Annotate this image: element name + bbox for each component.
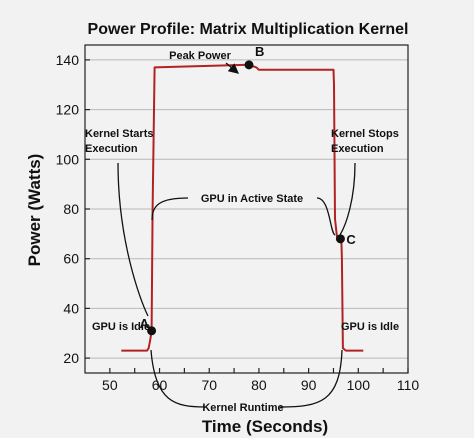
kernel-starts-annotation-line2: Execution bbox=[85, 143, 138, 155]
grid-lines bbox=[85, 59, 408, 359]
chart-title: Power Profile: Matrix Multiplication Ker… bbox=[88, 21, 409, 38]
peak-power-pointer bbox=[225, 62, 239, 74]
kernel-starts-pointer bbox=[117, 162, 149, 317]
power-series-line bbox=[121, 63, 364, 352]
y-axis: 20 40 60 80 100 120 140 bbox=[56, 52, 90, 366]
y-tick-label: 120 bbox=[56, 102, 80, 118]
kernel-stops-annotation-line1: Kernel Stops bbox=[331, 128, 399, 140]
x-tick-label: 80 bbox=[251, 377, 267, 393]
gpu-idle-right-annotation: GPU is Idle bbox=[341, 321, 399, 333]
series-layer bbox=[121, 63, 364, 352]
kernel-starts-annotation-line1: Kernel Starts bbox=[85, 128, 153, 140]
marker-c-point bbox=[335, 234, 345, 244]
marker-c-label: C bbox=[346, 232, 356, 247]
x-axis: 50 60 70 80 90 100 110 bbox=[102, 368, 419, 393]
gpu-active-right-pointer bbox=[316, 197, 336, 236]
marker-b-point bbox=[244, 60, 254, 70]
y-tick-label: 80 bbox=[63, 201, 79, 217]
y-tick-label: 20 bbox=[63, 350, 79, 366]
x-tick-label: 70 bbox=[201, 377, 217, 393]
gpu-active-annotation: GPU in Active State bbox=[201, 193, 303, 205]
kernel-runtime-right-pointer bbox=[279, 349, 343, 408]
marker-a-label: A bbox=[140, 316, 150, 331]
x-tick-label: 100 bbox=[347, 377, 371, 393]
kernel-runtime-annotation: Kernel Runtime bbox=[202, 402, 283, 414]
marker-b-label: B bbox=[255, 44, 264, 59]
gpu-idle-left-annotation: GPU is Idle bbox=[92, 321, 150, 333]
y-axis-label: Power (Watts) bbox=[25, 154, 44, 267]
marker-layer: A B C bbox=[140, 44, 356, 336]
gpu-active-left-pointer bbox=[151, 197, 189, 221]
y-tick-label: 140 bbox=[56, 52, 80, 68]
kernel-stops-pointer bbox=[339, 162, 356, 236]
y-tick-label: 40 bbox=[63, 300, 79, 316]
annotation-lines bbox=[117, 62, 356, 408]
y-tick-label: 60 bbox=[63, 251, 79, 267]
kernel-runtime-left-pointer bbox=[150, 349, 206, 408]
marker-a-point bbox=[147, 326, 157, 336]
x-tick-label: 50 bbox=[102, 377, 118, 393]
x-tick-label: 90 bbox=[301, 377, 317, 393]
kernel-stops-annotation-line2: Execution bbox=[331, 143, 384, 155]
y-tick-label: 100 bbox=[56, 151, 80, 167]
x-axis-label: Time (Seconds) bbox=[202, 417, 328, 436]
x-tick-label: 110 bbox=[397, 377, 420, 393]
x-tick-label: 60 bbox=[152, 377, 168, 393]
peak-power-annotation: Peak Power bbox=[169, 50, 231, 62]
